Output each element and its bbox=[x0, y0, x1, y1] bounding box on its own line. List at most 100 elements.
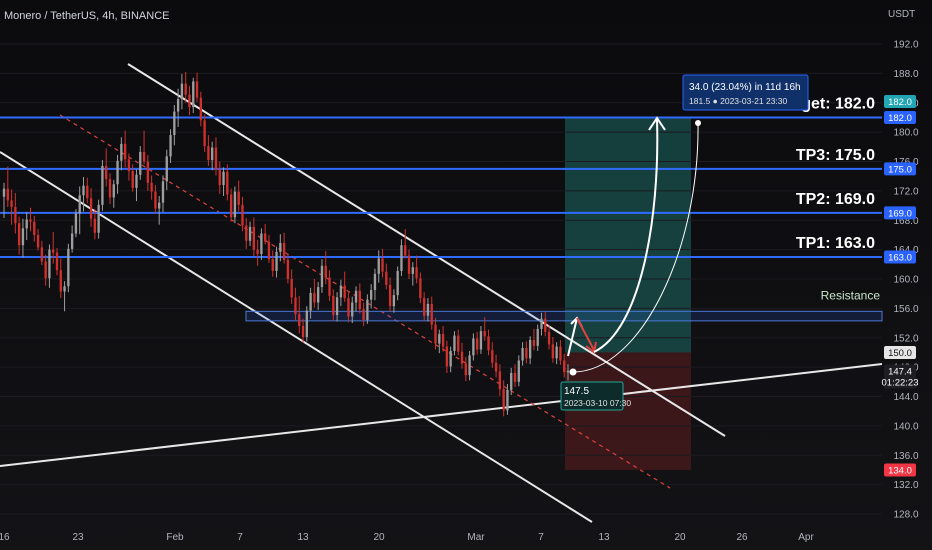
point-tooltip-box bbox=[560, 381, 624, 411]
candle-body bbox=[301, 326, 305, 338]
candle-body bbox=[328, 277, 331, 296]
y-tick-label: 156.0 bbox=[893, 304, 918, 315]
candle-body bbox=[279, 243, 282, 252]
candle-body bbox=[233, 191, 237, 218]
y-tick-label: 172.0 bbox=[893, 186, 918, 197]
candle-body bbox=[264, 233, 267, 242]
candle-body bbox=[320, 265, 324, 288]
candle-body bbox=[491, 350, 494, 363]
candle-body bbox=[422, 298, 426, 316]
level-badge bbox=[884, 206, 916, 220]
candle-body bbox=[10, 200, 13, 208]
candle-body bbox=[472, 338, 475, 356]
candle-body bbox=[544, 318, 547, 332]
level-badge bbox=[884, 110, 916, 124]
y-tick-label: 144.0 bbox=[893, 392, 918, 403]
candle-body bbox=[226, 171, 229, 195]
candle-body bbox=[245, 225, 248, 241]
level-label: TP3: 175.0 bbox=[796, 147, 875, 164]
candle-body bbox=[207, 146, 210, 161]
resistance-label: Resistance bbox=[821, 288, 881, 302]
measure-tooltip-line2: 181.5 ● 2023-03-21 23:30 bbox=[689, 96, 788, 106]
candle-body bbox=[400, 245, 403, 271]
level-badge-text: 175.0 bbox=[888, 164, 912, 175]
candle-body bbox=[6, 188, 9, 201]
x-tick-label: 23 bbox=[72, 532, 84, 543]
x-tick-label: 20 bbox=[674, 532, 686, 543]
entry-badge bbox=[884, 345, 916, 359]
candle-body bbox=[63, 286, 66, 292]
candle-body bbox=[298, 314, 301, 326]
point-tooltip-date: 2023-03-10 07:30 bbox=[564, 398, 631, 408]
candle-body bbox=[282, 243, 286, 260]
candle-body bbox=[139, 151, 142, 175]
candle-body bbox=[146, 161, 150, 183]
candle-body bbox=[517, 360, 520, 382]
y-tick-label: 128.0 bbox=[893, 510, 918, 521]
candle-body bbox=[93, 218, 97, 233]
candle-body bbox=[411, 267, 414, 274]
candle-body bbox=[237, 191, 240, 205]
candle-body bbox=[248, 226, 252, 241]
stop-badge bbox=[884, 463, 916, 477]
candle-body bbox=[335, 297, 339, 315]
x-tick-label: 20 bbox=[373, 532, 385, 543]
candle-body bbox=[105, 165, 108, 180]
candle-body bbox=[112, 184, 115, 198]
y-tick-label: 152.0 bbox=[893, 333, 918, 344]
candle-body bbox=[267, 241, 271, 260]
candle-body bbox=[354, 290, 358, 303]
candle-body bbox=[483, 331, 486, 337]
measure-start-point bbox=[569, 368, 577, 376]
candle-body bbox=[25, 219, 28, 229]
candle-body bbox=[339, 285, 343, 298]
candle-body bbox=[252, 226, 255, 250]
candle-body bbox=[120, 143, 123, 161]
candle-body bbox=[14, 207, 17, 224]
candle-body bbox=[381, 258, 384, 272]
entry-badge-text: 150.0 bbox=[888, 348, 912, 359]
y-tick-label: 168.0 bbox=[893, 216, 918, 227]
candle-body bbox=[415, 267, 418, 279]
candle-body bbox=[351, 302, 354, 317]
x-tick-label: 7 bbox=[237, 532, 243, 543]
candle-body bbox=[158, 202, 161, 209]
x-tick-label: Feb bbox=[166, 532, 184, 543]
candle-body bbox=[313, 292, 316, 303]
level-label: TP2: 169.0 bbox=[796, 191, 875, 208]
candle-body bbox=[55, 252, 59, 271]
candle-body bbox=[457, 335, 460, 352]
chart-title: Monero / TetherUS, 4h, BINANCE bbox=[4, 10, 169, 22]
candle-body bbox=[475, 338, 479, 350]
x-tick-label: 7 bbox=[538, 532, 544, 543]
current-price-badge-text: 182.0 bbox=[888, 97, 912, 108]
resistance-zone: Resistance bbox=[245, 288, 883, 322]
candle-body bbox=[135, 174, 138, 188]
pullback-arrow bbox=[576, 317, 595, 351]
candle-body bbox=[116, 160, 119, 185]
candle-body bbox=[498, 371, 502, 390]
level-badge bbox=[884, 162, 916, 176]
y-tick-label: 192.0 bbox=[893, 40, 918, 51]
y-tick-label: 160.0 bbox=[893, 275, 918, 286]
candle-body bbox=[271, 259, 274, 271]
candle-body bbox=[52, 249, 55, 253]
candle-body bbox=[86, 185, 89, 199]
currency-label: USDT bbox=[888, 9, 915, 20]
candle-body bbox=[101, 165, 104, 205]
x-axis: 16 23 Feb 7 13 20 Mar 7 13 20 26 Apr bbox=[0, 532, 814, 543]
candle-body bbox=[176, 99, 180, 112]
candle-body bbox=[78, 195, 81, 214]
candle-body bbox=[131, 171, 134, 188]
stop-badge-text: 134.0 bbox=[888, 465, 912, 476]
candle-body bbox=[142, 151, 146, 162]
candle-body bbox=[324, 265, 327, 278]
candle-body bbox=[566, 370, 570, 373]
candle-body bbox=[199, 97, 203, 121]
candle-body bbox=[540, 318, 543, 329]
candle-body bbox=[211, 147, 214, 161]
candle-body bbox=[192, 81, 195, 108]
x-tick-label: 16 bbox=[0, 532, 10, 543]
y-tick-label: 132.0 bbox=[893, 480, 918, 491]
